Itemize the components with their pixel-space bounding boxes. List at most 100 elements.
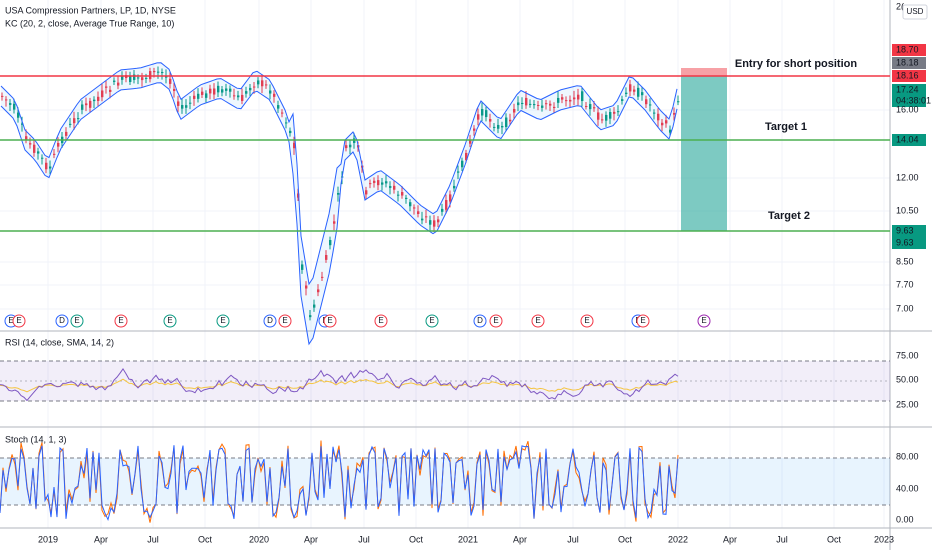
candle-body [249,87,252,91]
event-markers: EEDEEEEDEEEEEDEEEEEE [4,314,711,328]
candle-body [269,90,272,94]
price-badge [892,84,926,96]
event-icon [425,314,439,328]
event-label: E [378,316,383,325]
price-label: 14.04 [896,134,919,144]
candle-body [85,103,88,106]
stoch-band [0,458,890,505]
candle-body [413,207,416,209]
price-badge [892,57,926,69]
candle-body [425,216,428,218]
candle-body [9,103,12,105]
candle-body [613,111,616,114]
candle-body [493,126,496,128]
candle-body [637,87,640,97]
event-label: E [16,316,21,325]
candle-body [557,97,560,103]
event-label: E [167,316,172,325]
candle-body [473,128,476,131]
candle-body [501,125,504,128]
kc-upper [0,62,678,286]
candle-body [405,197,408,199]
candle-body [309,315,312,318]
candle-body [665,120,668,124]
candle-body [445,200,448,210]
candle-body [477,114,480,120]
price-label: 9.63 [896,237,914,247]
price-label: 17.24 [896,84,919,94]
candle-body [549,103,552,106]
candle-body [261,80,264,87]
candle-body [525,97,528,106]
candle-body [81,104,84,110]
stoch-k [0,445,679,522]
event-icon [489,314,503,328]
candle-body [33,144,36,153]
candle-body [45,162,48,170]
time-label: Oct [409,534,424,544]
candle-body [437,219,440,223]
stoch-title: Stoch (14, 1, 3) [5,434,67,444]
event-icon [697,314,711,328]
price-series [0,62,680,346]
candle-body [529,103,532,105]
candle-body [273,93,276,97]
candle-body [49,166,52,169]
candle-body [165,75,168,78]
event-label: E [535,316,540,325]
candle-body [605,114,608,121]
candle-body [673,113,676,115]
candle-body [609,112,612,119]
candle-body [213,88,216,95]
candle-body [145,77,148,79]
candle-body [397,194,400,196]
candle-body [517,102,520,106]
candle-body [93,99,96,102]
time-label: 2021 [458,534,478,544]
candle-body [561,97,564,100]
candle-body [461,160,464,168]
candle-body [149,71,152,80]
event-label: E [118,316,123,325]
candle-body [325,255,328,260]
candle-body [137,77,140,79]
event-label: D [477,316,483,325]
axes: 2019 Apr Jul Oct 2020 Apr Jul Oct 2021 Apr Jul Oct 2… [38,44,931,544]
candle-body [89,100,92,108]
candle-body [545,103,548,105]
candle-body [617,111,620,113]
event-icon [531,314,545,328]
price-label: 8.50 [896,256,914,266]
candle-body [465,152,468,160]
candle-body [677,101,680,103]
candle-body [69,123,72,125]
kc-lower [0,82,678,346]
price-label: 7.00 [896,303,914,313]
candle-body [29,143,32,145]
time-label: 2023 [874,534,894,544]
candle-body [217,85,220,93]
event-icon [278,314,292,328]
event-icon [114,314,128,328]
candle-body [73,118,76,124]
candle-body [381,182,384,185]
event-icon [70,314,84,328]
candle-body [329,239,332,246]
event-icon [636,314,650,328]
price-label: 16.00 [896,104,919,114]
event-icon [323,314,337,328]
candle-body [193,95,196,99]
candle-body [181,105,184,109]
currency: USD [907,7,924,16]
candle-body [109,89,112,92]
candle-body [653,112,656,114]
candle-body [593,107,596,109]
rsi-label: 50.00 [896,374,919,384]
annotation: Target 1 [765,121,807,133]
price-label: 10.50 [896,205,919,215]
event-icon [473,314,487,328]
annotation: Entry for short position [735,58,858,70]
candle-body [157,71,160,73]
currency-badge[interactable] [902,4,928,20]
